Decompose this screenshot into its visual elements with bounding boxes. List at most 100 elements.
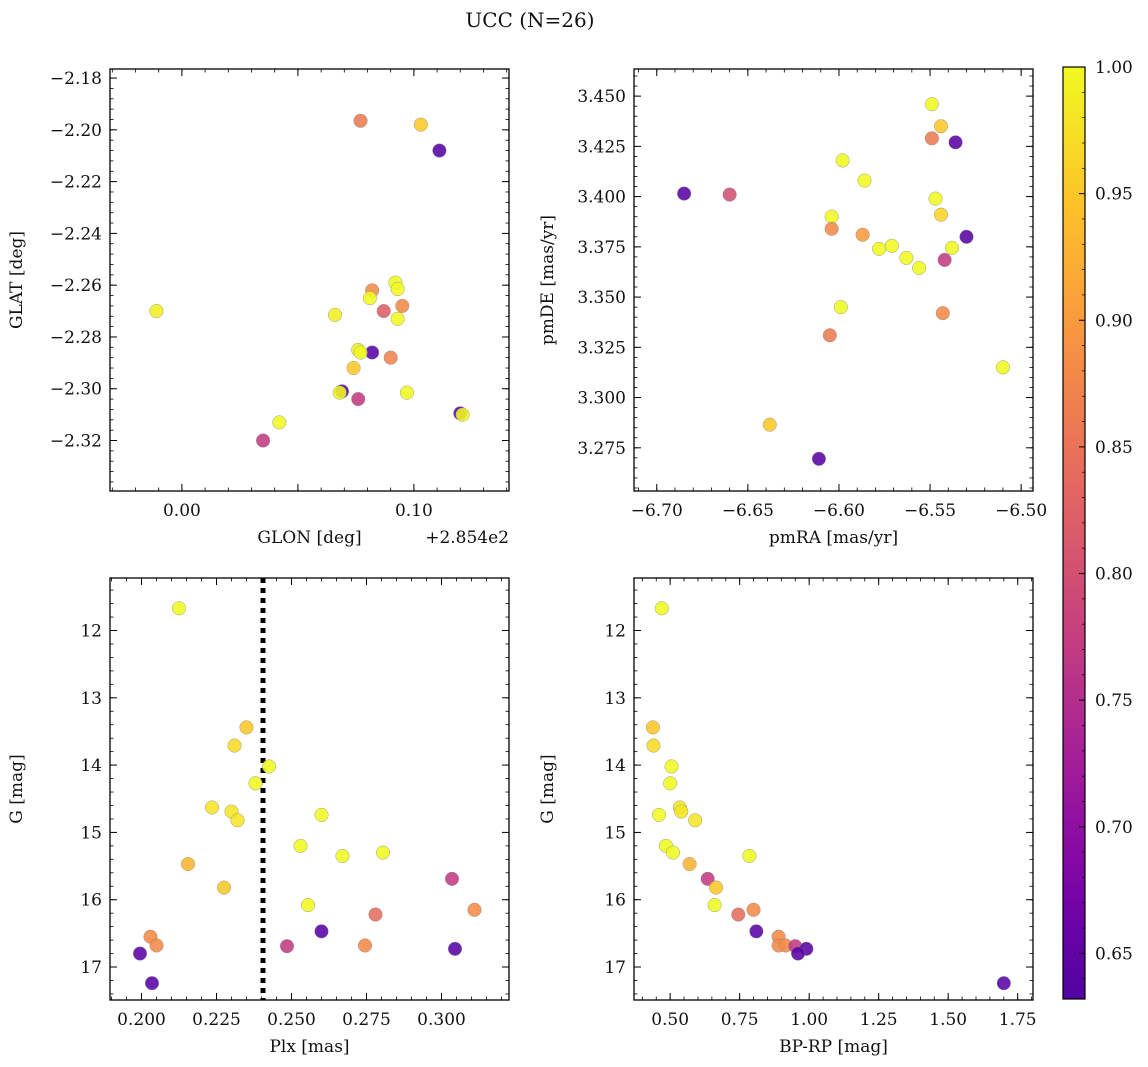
scatter-point <box>665 845 680 860</box>
scatter-point <box>663 776 678 791</box>
scatter-point <box>239 720 254 735</box>
colorbar-tick-label: 0.70 <box>1095 818 1133 838</box>
scatter-point <box>654 601 669 616</box>
scatter-point <box>204 800 219 815</box>
scatter-point <box>664 759 679 774</box>
y-tick-label: 14 <box>80 756 102 776</box>
y-axis-label: G [mag] <box>538 754 558 823</box>
x-tick-label: 0.300 <box>417 1010 466 1030</box>
major-ticks <box>634 578 1033 1000</box>
scatter-point <box>855 227 870 242</box>
x-tick-label: −6.55 <box>904 501 956 521</box>
y-tick-label: 16 <box>80 891 102 911</box>
scatter-point <box>707 898 722 913</box>
scatter-point <box>144 976 159 991</box>
scatter-point <box>688 813 703 828</box>
scatter-point <box>467 902 482 917</box>
scatter-point <box>445 871 460 886</box>
scatter-point <box>216 880 231 895</box>
axes-frame <box>109 68 510 492</box>
x-tick-label: 0.200 <box>117 1010 166 1030</box>
scatter-point <box>682 857 697 872</box>
scatter-point <box>700 871 715 886</box>
scatter-point <box>262 759 277 774</box>
y-tick-label: 12 <box>80 621 102 641</box>
scatter-point <box>328 307 343 322</box>
colorbar: 0.65 0.70 0.75 0.80 0.85 0.90 0.95 1.00 <box>1062 58 1133 1000</box>
scatter-point <box>924 97 939 112</box>
scatter-point <box>227 738 242 753</box>
x-tick-label: 0.275 <box>342 1010 391 1030</box>
scatter-points <box>149 113 470 448</box>
scatter-point <box>353 113 368 128</box>
axes-frame <box>633 68 1034 492</box>
major-ticks <box>110 69 509 491</box>
scatter-point <box>293 838 308 853</box>
axes-frame <box>109 577 510 1001</box>
scatter-point <box>256 433 271 448</box>
scatter-point <box>731 907 746 922</box>
x-offset-label: +2.854e2 <box>425 528 509 548</box>
scatter-point <box>346 361 361 376</box>
scatter-point <box>872 241 887 256</box>
scatter-point <box>149 938 164 953</box>
y-tick-label: −2.28 <box>50 328 102 348</box>
scatter-point <box>928 191 943 206</box>
y-tick-label: 3.450 <box>577 87 626 107</box>
y-tick-label: −2.24 <box>50 224 102 244</box>
scatter-point <box>455 407 470 422</box>
y-tick-label: 3.375 <box>577 238 626 258</box>
x-tick-label: 1.00 <box>790 1010 828 1030</box>
minor-ticks <box>110 578 509 1000</box>
y-tick-label: 3.325 <box>577 338 626 358</box>
scatter-point <box>996 976 1011 991</box>
scatter-point <box>762 417 777 432</box>
scatter-point <box>301 898 316 913</box>
scatter-point <box>833 300 848 315</box>
scatter-points <box>132 601 482 991</box>
scatter-point <box>332 385 347 400</box>
colorbar-tick-label: 1.00 <box>1095 58 1133 78</box>
y-tick-label: 17 <box>604 958 626 978</box>
y-tick-label: −2.20 <box>50 121 102 141</box>
y-tick-label: 15 <box>80 823 102 843</box>
panel-plx-g: 0.200 0.225 0.250 0.275 0.300 12 13 14 15 16 17 Plx… <box>7 577 510 1057</box>
y-tick-label: 13 <box>80 689 102 709</box>
y-tick-label: −2.18 <box>50 69 102 89</box>
y-tick-label: 3.400 <box>577 188 626 208</box>
scatter-point <box>353 345 368 360</box>
colorbar-tick-label: 0.80 <box>1095 565 1133 585</box>
y-tick-label: 16 <box>604 891 626 911</box>
y-axis-label: GLAT [deg] <box>7 231 27 329</box>
scatter-point <box>899 250 914 265</box>
scatter-point <box>944 240 959 255</box>
y-tick-label: 3.350 <box>577 288 626 308</box>
scatter-point <box>368 907 383 922</box>
scatter-point <box>742 848 757 863</box>
scatter-point <box>314 924 329 939</box>
scatter-points <box>645 601 1011 991</box>
scatter-point <box>959 229 974 244</box>
figure-title: UCC (N=26) <box>465 8 594 32</box>
colorbar-tick-label: 0.95 <box>1095 185 1133 205</box>
scatter-point <box>376 845 391 860</box>
scatter-point <box>857 173 872 188</box>
x-axis-label: GLON [deg] <box>257 528 361 548</box>
scatter-point <box>824 221 839 236</box>
scatter-point <box>390 311 405 326</box>
scatter-point <box>180 857 195 872</box>
x-tick-label: 1.50 <box>929 1010 967 1030</box>
scatter-point <box>448 941 463 956</box>
scatter-point <box>351 392 366 407</box>
scatter-point <box>652 807 667 822</box>
x-tick-label: 0.250 <box>267 1010 316 1030</box>
scatter-point <box>413 117 428 132</box>
scatter-point <box>171 601 186 616</box>
scatter-point <box>722 187 737 202</box>
y-tick-label: −2.30 <box>50 380 102 400</box>
minor-ticks <box>634 69 1033 491</box>
y-tick-label: 14 <box>604 756 626 776</box>
scatter-point <box>335 848 350 863</box>
x-tick-label: −6.70 <box>631 501 683 521</box>
scatter-point <box>811 451 826 466</box>
